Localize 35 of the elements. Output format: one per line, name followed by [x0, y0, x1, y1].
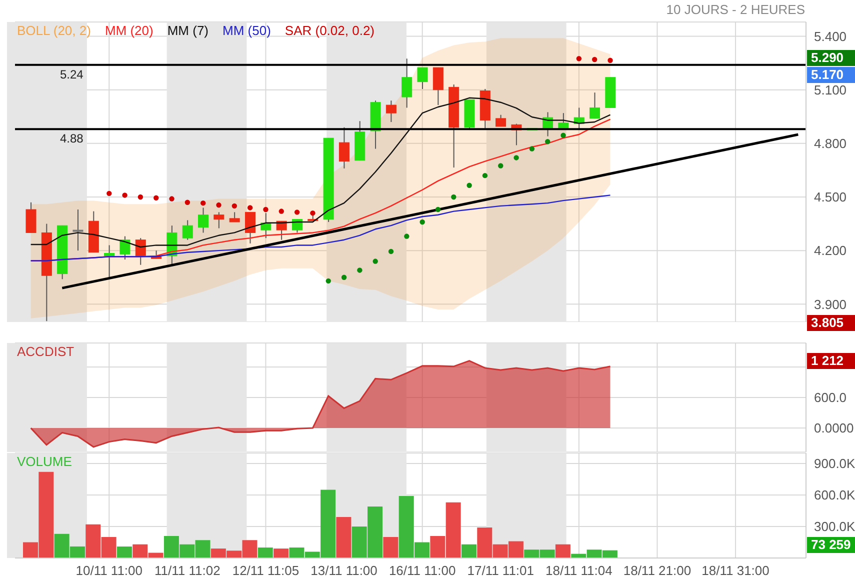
chart-title: ACCDIST [17, 344, 74, 359]
ref-line-label: 5.24 [60, 67, 84, 82]
x-tick-label: 13/11 11:00 [310, 563, 378, 578]
x-tick-label: 11/11 11:02 [154, 563, 220, 578]
y-tick-label: 5.100 [814, 82, 847, 98]
ref-line-label: 4.88 [60, 132, 84, 146]
text: 1 212 [807, 353, 855, 369]
text: SAR (0.02, 0.2) [284, 23, 375, 38]
x-tick-label: 18/11 21:00 [623, 563, 692, 578]
x-tick-label: 10/11 11:00 [76, 563, 143, 578]
chart-subtitle: 10 JOURS - 2 HEURES [666, 2, 805, 17]
text: BOLL (20, 2) [17, 23, 91, 38]
x-tick-label: 17/11 11:01 [467, 563, 534, 578]
y-tick-label: 300.0K [814, 519, 855, 534]
text: MM (50) [222, 23, 271, 38]
y-tick-label: 4.800 [814, 136, 847, 152]
y-tick-label: 5.400 [814, 28, 847, 44]
y-tick-label: 600.0 [814, 390, 847, 406]
y-tick-label: 0.0000 [814, 420, 854, 436]
text: MM (20) [104, 23, 154, 38]
y-tick-label: 4.200 [814, 243, 847, 258]
text: 5.170 [807, 67, 855, 83]
text: 73 259 [807, 537, 855, 553]
text: 3.805 [807, 315, 855, 331]
y-tick-label: 3.900 [814, 296, 847, 312]
x-tick-label: 18/11 11:04 [546, 563, 612, 578]
x-tick-label: 12/11 11:05 [232, 563, 300, 578]
y-tick-label: 600.0K [814, 488, 855, 503]
y-tick-label: 900.0K [814, 456, 855, 472]
chart-title: VOLUME [17, 454, 72, 469]
y-tick-label: 4.500 [814, 190, 847, 205]
x-tick-label: 16/11 11:00 [388, 563, 456, 578]
text: MM (7) [167, 23, 209, 38]
text: 5.290 [807, 50, 855, 66]
x-tick-label: 18/11 31:00 [702, 563, 770, 578]
